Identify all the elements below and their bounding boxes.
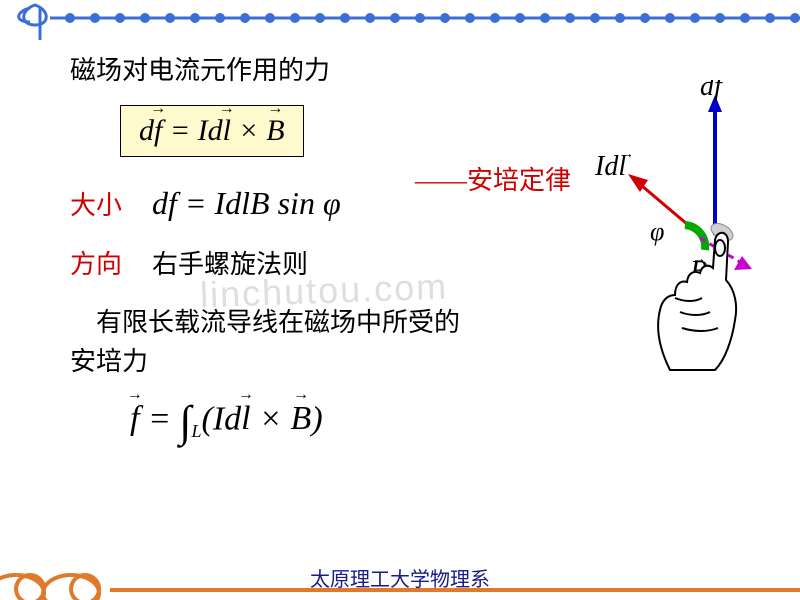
vector-f: f	[154, 114, 162, 148]
size-label: 大小	[70, 185, 122, 222]
footer-text: 太原理工大学物理系	[0, 563, 800, 592]
direction-label: 方向	[70, 244, 122, 281]
integral-formula: f = ∫L(Idl × B)	[130, 396, 730, 447]
paragraph-text: 有限长载流导线在磁场中所受的安培力	[70, 303, 470, 381]
svg-text:→: →	[707, 80, 721, 84]
integral-sign: ∫	[179, 396, 191, 447]
formula-df: df = Idl × B	[139, 114, 285, 147]
main-formula-box: df = Idl × B	[120, 105, 304, 157]
vector-f-int: f	[130, 400, 139, 438]
phi-label: φ	[650, 217, 664, 246]
vector-l: l	[223, 114, 231, 148]
phi-arc	[685, 225, 705, 250]
direction-text: 右手螺旋法则	[152, 244, 308, 281]
vector-b: B	[266, 114, 284, 148]
ampere-law-label: ——安培定律	[415, 160, 571, 197]
vector-l-int: l	[241, 400, 250, 438]
integral-subscript: L	[191, 421, 201, 441]
right-hand-rule-diagram: df → Idl → φ B →	[550, 80, 770, 380]
svg-text:→: →	[620, 147, 634, 162]
vector-b-int: B	[291, 400, 312, 438]
svg-text:→: →	[692, 252, 706, 267]
top-border-decoration	[0, 0, 800, 40]
size-equation: df = IdlB sin φ	[152, 185, 341, 222]
